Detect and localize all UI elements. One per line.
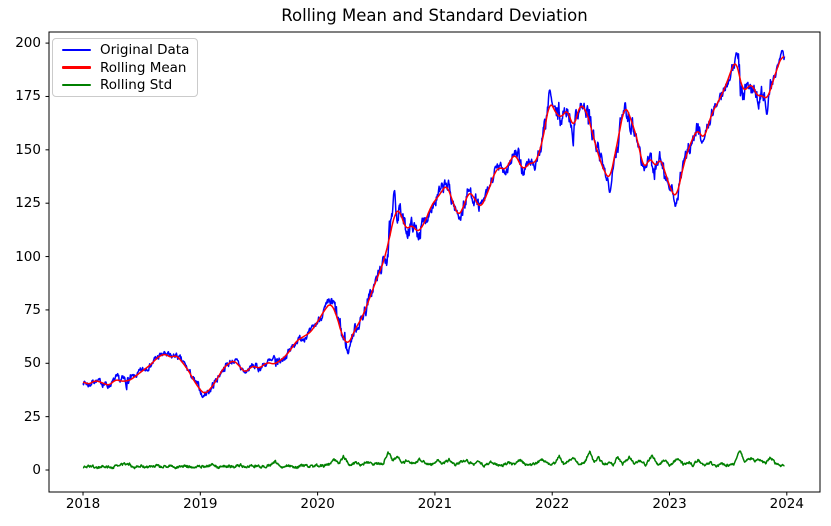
x-tick-label: 2023 bbox=[652, 496, 687, 512]
y-tick-label: 100 bbox=[15, 248, 41, 265]
x-tick-label: 2024 bbox=[769, 496, 804, 512]
y-tick-label: 50 bbox=[23, 355, 41, 372]
legend-line-sample-green bbox=[62, 84, 91, 87]
y-tick-label: 25 bbox=[23, 408, 41, 425]
axes-frame bbox=[48, 31, 821, 493]
legend-label: Rolling Std bbox=[100, 77, 173, 94]
y-tick-label: 150 bbox=[15, 141, 41, 158]
legend-label: Original Data bbox=[100, 41, 190, 58]
chart-title: Rolling Mean and Standard Deviation bbox=[281, 6, 588, 25]
y-tick-label: 175 bbox=[15, 88, 41, 105]
legend: Original Data Rolling Mean Rolling Std bbox=[52, 38, 198, 97]
legend-label: Rolling Mean bbox=[100, 59, 187, 76]
rolling-mean-line bbox=[82, 55, 785, 394]
x-tick-label: 2021 bbox=[417, 496, 453, 512]
legend-line-sample-blue bbox=[62, 48, 91, 51]
y-tick-label: 0 bbox=[32, 462, 41, 478]
legend-item-rolling-mean: Rolling Mean bbox=[62, 60, 188, 76]
y-tick-label: 200 bbox=[15, 35, 41, 52]
y-tick-label: 75 bbox=[23, 301, 41, 318]
legend-item-rolling-std: Rolling Std bbox=[62, 77, 188, 93]
x-tick-label: 2020 bbox=[300, 496, 335, 512]
legend-item-original-data: Original Data bbox=[62, 41, 190, 58]
original-data-line bbox=[82, 49, 786, 399]
legend-line-sample-red bbox=[62, 66, 91, 69]
x-tick-label: 2018 bbox=[65, 496, 101, 512]
y-tick-label: 125 bbox=[15, 195, 41, 212]
x-tick-label: 2019 bbox=[183, 496, 218, 512]
rolling-std-line bbox=[82, 450, 785, 470]
x-tick-label: 2022 bbox=[535, 496, 570, 512]
